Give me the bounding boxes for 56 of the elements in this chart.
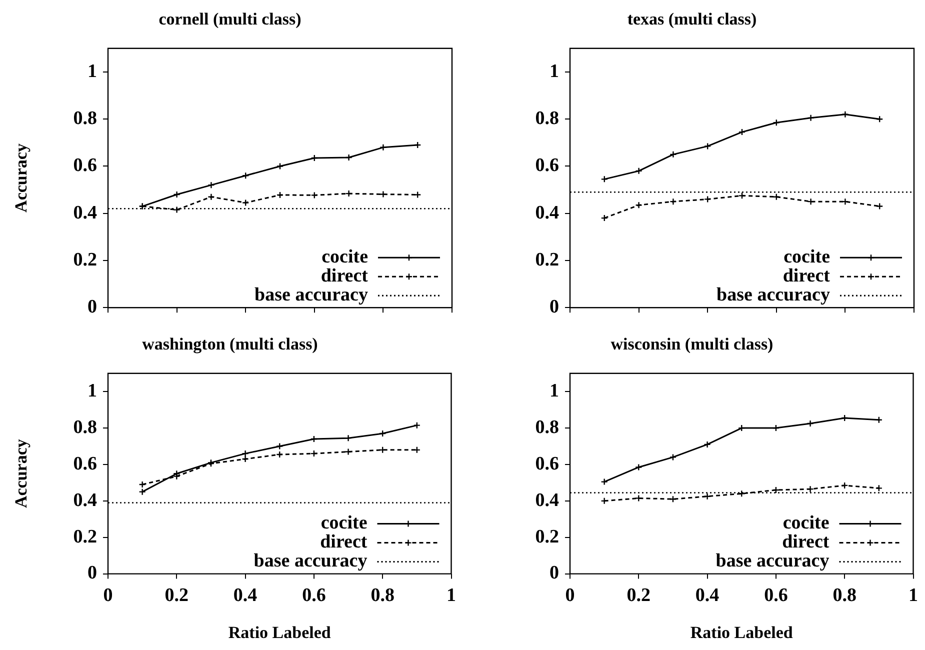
x-axis-title: Ratio Labeled bbox=[228, 623, 332, 642]
y-tick-label: 0.6 bbox=[535, 155, 559, 176]
x-tick-label: 0 bbox=[103, 585, 113, 606]
chart-title: cornell (multi class) bbox=[158, 10, 302, 29]
legend-label: base accuracy bbox=[254, 284, 368, 306]
y-tick-label: 0.4 bbox=[535, 202, 560, 224]
y-tick-label: 1 bbox=[88, 380, 97, 402]
legend-label: direct bbox=[320, 266, 369, 287]
x-axis-title: Ratio Labeled bbox=[690, 623, 794, 642]
x-tick-label: 1 bbox=[908, 585, 918, 606]
y-tick-label: 0.6 bbox=[73, 155, 97, 176]
y-tick-label: 0.4 bbox=[73, 490, 98, 511]
legend-label: base accuracy bbox=[254, 550, 368, 572]
legend-label: cocite bbox=[322, 246, 368, 268]
legend-label: direct bbox=[320, 532, 368, 553]
chart-title: texas (multi class) bbox=[627, 10, 757, 29]
y-tick-label: 0.8 bbox=[535, 108, 559, 129]
x-tick-label: 0 bbox=[565, 585, 575, 606]
x-tick-label: 0.6 bbox=[302, 585, 326, 606]
y-tick-label: 1 bbox=[550, 380, 559, 402]
y-tick-label: 1 bbox=[88, 60, 97, 82]
legend-label: base accuracy bbox=[716, 284, 830, 306]
x-tick-label: 0.8 bbox=[832, 585, 856, 606]
x-tick-label: 0.4 bbox=[695, 585, 720, 606]
chart-title: wisconsin (multi class) bbox=[610, 334, 774, 354]
y-tick-label: 0.2 bbox=[73, 249, 97, 270]
x-tick-label: 0.2 bbox=[164, 585, 189, 606]
legend-label: cocite bbox=[782, 512, 830, 534]
y-tick-label: 0.2 bbox=[73, 526, 97, 548]
y-tick-label: 0.4 bbox=[535, 490, 560, 511]
y-tick-label: 0.6 bbox=[535, 453, 559, 474]
legend-label: direct bbox=[782, 532, 830, 553]
x-tick-label: 0.8 bbox=[370, 585, 394, 606]
y-tick-label: 0.6 bbox=[73, 453, 97, 474]
x-tick-label: 0.4 bbox=[233, 585, 258, 606]
y-tick-label: 0 bbox=[550, 296, 559, 318]
x-tick-label: 0.6 bbox=[764, 585, 788, 606]
chart-title: washington (multi class) bbox=[142, 334, 318, 354]
y-tick-label: 1 bbox=[550, 60, 559, 82]
y-tick-label: 0 bbox=[550, 562, 559, 584]
legend-label: direct bbox=[782, 266, 831, 287]
legend-label: base accuracy bbox=[716, 550, 830, 572]
legend-label: cocite bbox=[784, 246, 830, 268]
x-tick-label: 1 bbox=[446, 585, 456, 606]
y-axis-title: Accuracy bbox=[12, 143, 31, 212]
y-tick-label: 0.2 bbox=[535, 526, 559, 548]
y-tick-label: 0.8 bbox=[535, 416, 559, 438]
y-tick-label: 0.8 bbox=[73, 108, 97, 129]
y-tick-label: 0.2 bbox=[535, 249, 559, 270]
legend-label: cocite bbox=[320, 512, 368, 534]
y-axis-title: Accuracy bbox=[12, 438, 31, 508]
y-tick-label: 0.8 bbox=[73, 416, 97, 438]
x-tick-label: 0.2 bbox=[626, 585, 651, 606]
y-tick-label: 0 bbox=[88, 296, 97, 318]
y-tick-label: 0 bbox=[88, 562, 97, 584]
y-tick-label: 0.4 bbox=[73, 202, 98, 224]
